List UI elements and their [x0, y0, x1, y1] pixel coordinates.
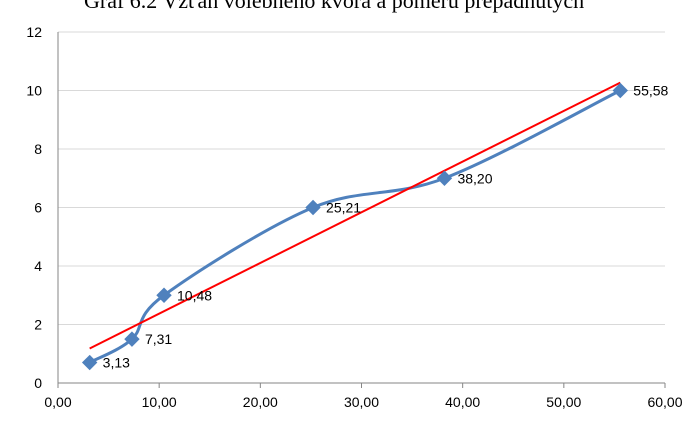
y-tick-label: 10: [26, 83, 42, 99]
tick-labels: 0 2 4 6 8 10 12 0,00 10,00 20,00 30,00 40,00 50,00 60…: [26, 24, 682, 410]
markers: [81, 82, 628, 371]
x-tick-label: 40,00: [445, 394, 480, 410]
y-tick-label: 12: [26, 24, 42, 40]
data-label-3: 25,21: [326, 200, 361, 216]
series-line-0: [88, 89, 621, 364]
y-tick-label: 8: [34, 141, 42, 157]
x-tick-label: 60,00: [647, 394, 682, 410]
data-label-4: 38,20: [457, 170, 492, 186]
y-tick-label: 0: [34, 375, 42, 391]
data-label-0: 3,13: [103, 355, 130, 371]
data-point-1: [124, 331, 140, 347]
data-label-1: 7,31: [145, 331, 172, 347]
data-point-2: [156, 287, 172, 303]
trendline: [89, 81, 621, 350]
data-point-3: [305, 199, 321, 216]
chart-title: Graf 6.2 Vzťah volebného kvóra a pomeru …: [84, 0, 585, 13]
y-tick-label: 6: [34, 200, 42, 216]
data-label-2: 10,48: [177, 287, 212, 303]
gridlines: [58, 31, 665, 325]
series: [88, 89, 621, 364]
x-tick-label: 50,00: [546, 394, 581, 410]
data-point-0: [81, 354, 98, 371]
y-tick-label: 4: [34, 258, 42, 274]
x-tick-label: 10,00: [142, 394, 177, 410]
axes: [57, 32, 666, 388]
x-tick-label: 20,00: [243, 394, 278, 410]
x-tick-label: 0,00: [44, 394, 71, 410]
data-point-5: [612, 82, 628, 99]
data-point-4: [436, 170, 453, 186]
y-tick-label: 2: [34, 317, 42, 333]
data-label-5: 55,58: [633, 83, 668, 99]
data-labels: 3,13 7,31 10,48 25,21 38,20 55,58: [103, 83, 669, 371]
x-tick-label: 30,00: [344, 394, 379, 410]
trendline-group: [89, 81, 621, 350]
